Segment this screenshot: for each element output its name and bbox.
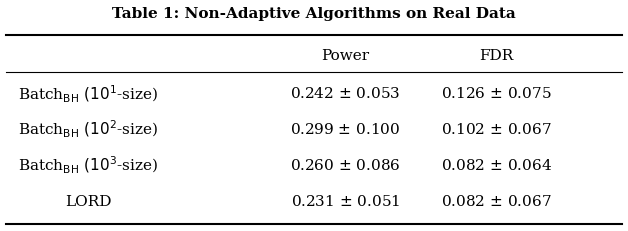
Text: 0.082 $\pm$ 0.064: 0.082 $\pm$ 0.064 xyxy=(441,158,551,173)
Text: 0.082 $\pm$ 0.067: 0.082 $\pm$ 0.067 xyxy=(441,194,551,208)
Text: Batch$_{\rm BH}$ $(10^3$-size): Batch$_{\rm BH}$ $(10^3$-size) xyxy=(18,155,158,176)
Text: 0.126 $\pm$ 0.075: 0.126 $\pm$ 0.075 xyxy=(441,86,551,101)
Text: 0.231 $\pm$ 0.051: 0.231 $\pm$ 0.051 xyxy=(291,194,400,208)
Text: 0.299 $\pm$ 0.100: 0.299 $\pm$ 0.100 xyxy=(290,122,401,137)
Text: 0.102 $\pm$ 0.067: 0.102 $\pm$ 0.067 xyxy=(441,122,551,137)
Text: Batch$_{\rm BH}$ $(10^2$-size): Batch$_{\rm BH}$ $(10^2$-size) xyxy=(18,119,158,140)
Text: Table 1: Non-Adaptive Algorithms on Real Data: Table 1: Non-Adaptive Algorithms on Real… xyxy=(112,7,516,21)
Text: Batch$_{\rm BH}$ $(10^1$-size): Batch$_{\rm BH}$ $(10^1$-size) xyxy=(18,83,158,104)
Text: Power: Power xyxy=(322,49,369,62)
Text: 0.242 $\pm$ 0.053: 0.242 $\pm$ 0.053 xyxy=(290,86,401,101)
Text: LORD: LORD xyxy=(65,194,111,208)
Text: FDR: FDR xyxy=(479,49,513,62)
Text: 0.260 $\pm$ 0.086: 0.260 $\pm$ 0.086 xyxy=(290,158,401,173)
